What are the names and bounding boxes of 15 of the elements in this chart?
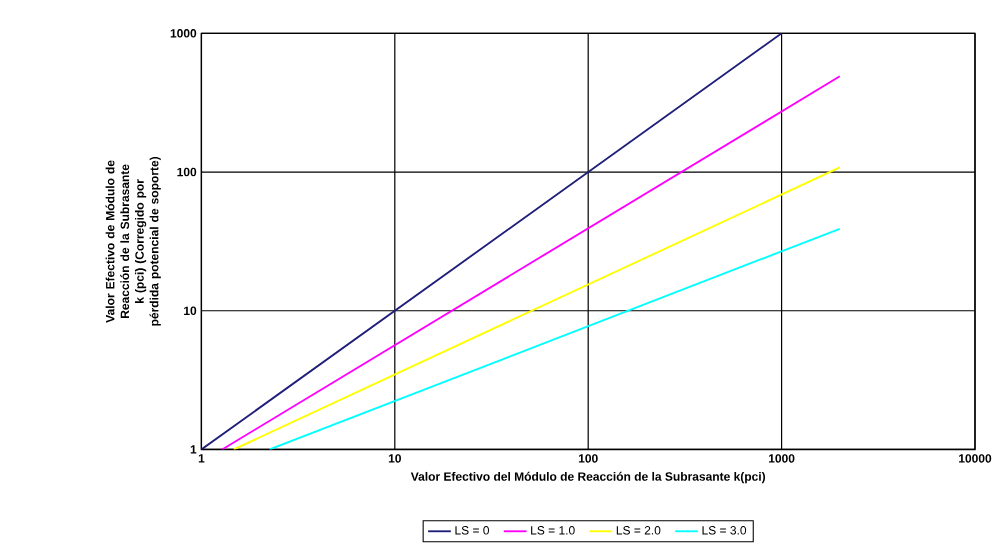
y-tick-label: 1000 [170,29,197,38]
x-axis-title: Valor Efectivo del Módulo de Reacción de la Subrasante k(pci) [410,471,766,484]
legend-label: LS = 3.0 [702,526,747,535]
x-tick-label: 10000 [959,454,992,463]
y-tick-label: 100 [177,167,197,177]
x-tick-label: 1000 [769,454,795,463]
x-tick-label: 100 [578,454,598,463]
legend-label: LS = 2.0 [616,526,661,535]
legend-label: LS = 0 [455,526,490,535]
y-axis-title: Valor Efectivo de Módulo de Reacción de la Subrasante k (pci) (Corregido por pérdida potencial de soporte) [105,156,161,326]
x-tick-label: 1 [198,454,205,463]
legend-label: LS = 1.0 [531,526,575,535]
y-tick-label: 1 [190,445,197,454]
x-tick-label: 10 [388,454,401,463]
y-tick-label: 10 [184,306,197,315]
